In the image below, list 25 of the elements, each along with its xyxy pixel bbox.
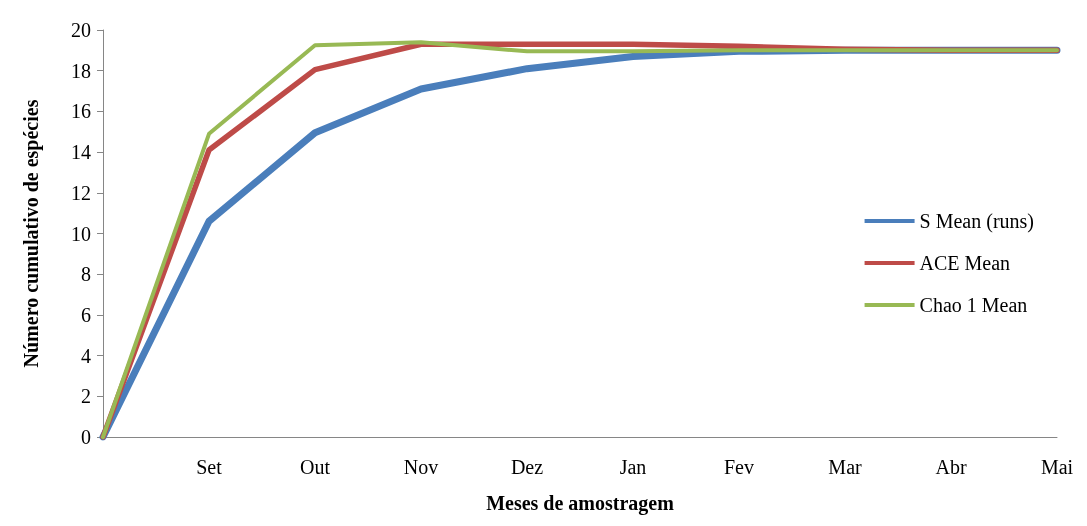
y-tick-label: 18	[71, 59, 91, 82]
x-tick-label: Nov	[403, 456, 439, 478]
x-tick-label: Out	[300, 456, 331, 478]
x-tick-label: Abr	[935, 456, 967, 478]
x-tick-label: Jan	[619, 456, 647, 478]
y-tick-label: 8	[81, 263, 91, 286]
x-axis-title: Meses de amostragem	[486, 492, 675, 515]
x-tick-label: Mai	[1040, 456, 1074, 478]
y-axis-title: Número cumulativo de espécies	[20, 99, 43, 368]
y-tick-label: 12	[71, 181, 91, 204]
legend-label: S Mean (runs)	[919, 210, 1035, 233]
x-tick-label: Dez	[510, 456, 544, 478]
legend-label: ACE Mean	[919, 252, 1011, 274]
y-tick-label: 2	[81, 385, 91, 408]
y-tick-label: 10	[71, 222, 91, 245]
y-tick-label: 14	[71, 141, 91, 164]
x-tick-label: Set	[196, 456, 223, 478]
legend-label: Chao 1 Mean	[919, 294, 1028, 316]
x-tick-label: Mar	[828, 456, 862, 478]
y-tick-label: 0	[81, 426, 91, 448]
y-tick-label: 4	[81, 344, 91, 367]
y-tick-label: 20	[71, 19, 91, 41]
y-tick-label: 16	[71, 100, 91, 123]
y-tick-label: 6	[81, 303, 91, 326]
x-tick-label: Fev	[724, 456, 754, 478]
